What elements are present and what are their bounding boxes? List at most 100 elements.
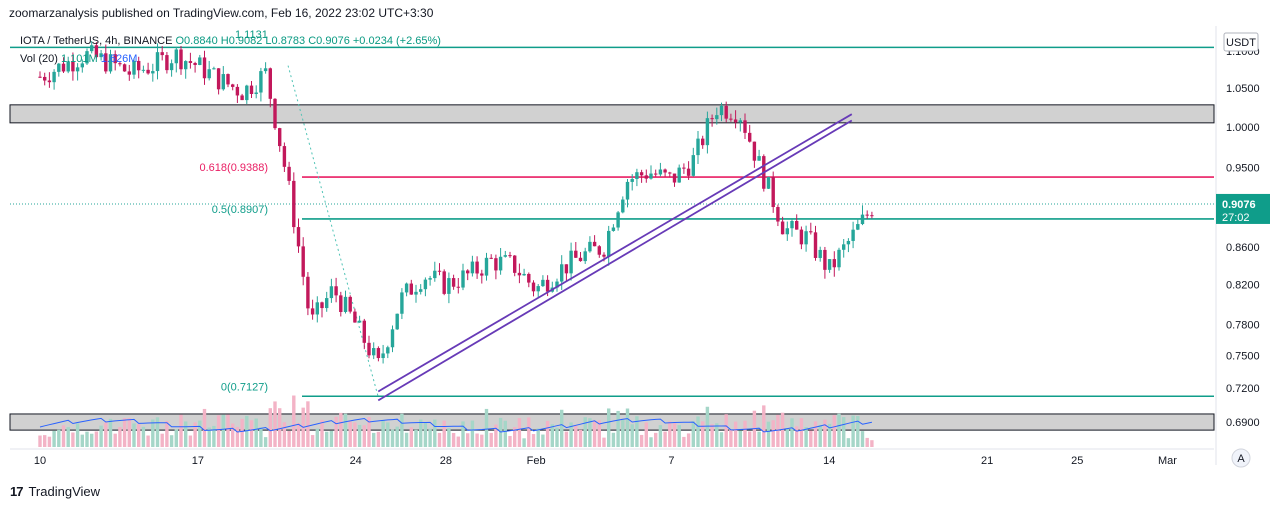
volume-bar: [827, 423, 832, 447]
channel-layer: [377, 113, 853, 402]
volume-bar: [494, 424, 498, 447]
volume-bar: [795, 426, 799, 447]
candle-body: [226, 74, 230, 85]
candle-body: [611, 227, 616, 231]
candle-body: [752, 141, 757, 161]
currency-button[interactable]: [1223, 32, 1259, 52]
volume-bar: [226, 414, 230, 447]
x-tick-label: 10: [34, 455, 46, 467]
volume-bar: [536, 428, 540, 447]
candle-body: [804, 231, 808, 245]
candle-body: [146, 69, 150, 74]
candle-body: [715, 115, 719, 120]
candle-body: [799, 229, 804, 245]
volume-bar: [273, 401, 277, 447]
candle-body: [240, 95, 244, 101]
y-tick-label: 0.7800: [1226, 319, 1260, 331]
volume-bar: [151, 419, 155, 447]
candle-body: [306, 276, 310, 309]
candle-body: [249, 85, 254, 94]
x-tick-label: Feb: [527, 455, 546, 467]
volume-bar: [724, 414, 728, 447]
candle-body: [137, 60, 141, 71]
x-tick-label: 25: [1071, 455, 1083, 467]
candle-body: [99, 53, 103, 58]
x-tick-label: 24: [350, 455, 362, 467]
volume-bar: [672, 422, 677, 447]
volume-bar: [188, 435, 193, 447]
candle-body: [531, 282, 536, 292]
volume-bar: [179, 414, 183, 447]
fib-label-2: 0(0.7127): [221, 381, 268, 393]
x-tick-label: Mar: [1158, 455, 1177, 467]
volume-bar: [433, 419, 437, 447]
candle-body: [541, 279, 545, 287]
candle-body: [343, 296, 348, 312]
fib-label-0: 0.618(0.9388): [200, 162, 269, 174]
volume-label: Vol (20): [20, 53, 58, 65]
candle-body: [663, 169, 667, 173]
candles-layer: [38, 40, 874, 364]
volume-bar: [52, 430, 56, 447]
candle-body: [785, 228, 789, 235]
candle-body: [292, 180, 296, 228]
volume-bar: [574, 425, 578, 447]
candle-body: [842, 244, 846, 250]
volume-bar: [630, 424, 634, 447]
candle-body: [729, 118, 733, 120]
volume-bar: [776, 414, 780, 447]
volume-bar: [592, 420, 597, 447]
volume-bar: [287, 430, 291, 447]
candle-body: [193, 62, 197, 65]
volume-bar: [757, 431, 761, 447]
volume-bar: [696, 416, 700, 447]
candle-body: [273, 98, 277, 129]
last-price-label: 0.9076: [1222, 199, 1256, 211]
volume-bar: [282, 422, 287, 447]
candle-body: [757, 156, 761, 161]
candle-body: [748, 132, 752, 142]
volume-bar: [715, 423, 719, 447]
volume-bar: [682, 436, 686, 447]
volume-bar: [616, 410, 620, 447]
candle-body: [494, 258, 498, 271]
volume-bar: [395, 426, 399, 447]
candle-body: [592, 241, 597, 247]
volume-bar: [541, 434, 545, 447]
volume-bar: [766, 421, 771, 447]
volume-bar: [343, 413, 348, 447]
legend-line-2: Vol (20) 1.101M 1.626M: [20, 53, 137, 65]
volume-bar: [635, 416, 639, 447]
volume-bar: [353, 422, 357, 447]
candle-body: [395, 313, 399, 330]
y-tick-label: 1.0500: [1226, 83, 1260, 95]
candle-body: [339, 295, 343, 312]
volume-bar: [701, 421, 705, 447]
volume-bar: [705, 406, 710, 447]
volume-bar: [733, 421, 738, 447]
volume-bar: [475, 433, 479, 447]
volume-bar: [851, 415, 855, 447]
volume-bar: [719, 432, 724, 447]
volume-bar: [160, 433, 164, 447]
candle-body: [348, 296, 352, 312]
volume-bar: [386, 422, 390, 447]
footer-brand[interactable]: 17 TradingView: [10, 484, 100, 499]
candle-body: [776, 207, 780, 222]
candle-body: [498, 256, 503, 271]
volume-bar: [249, 420, 254, 447]
volume-bar: [846, 438, 851, 447]
auto-scale-button[interactable]: [1231, 448, 1251, 468]
candle-body: [57, 63, 61, 72]
candle-body: [503, 255, 507, 257]
candle-body: [527, 273, 531, 283]
volume-bar: [560, 409, 564, 447]
candle-body: [827, 259, 832, 270]
volume-bar: [837, 413, 841, 447]
x-tick-label: 17: [192, 455, 204, 467]
candle-body: [362, 320, 366, 343]
candle-body: [616, 212, 620, 228]
candle-body: [254, 92, 258, 94]
candle-body: [733, 119, 738, 123]
